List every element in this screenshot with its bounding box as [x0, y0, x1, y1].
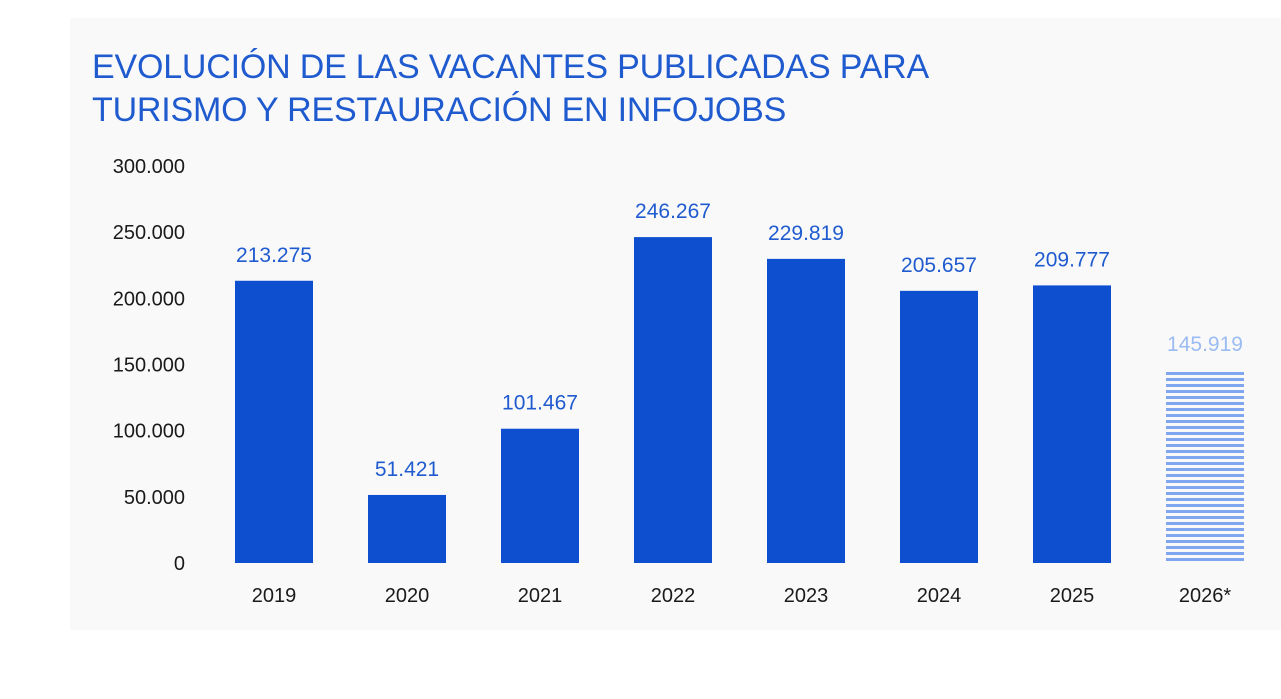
y-tick-label: 250.000	[113, 222, 185, 244]
x-tick-label: 2025	[1050, 585, 1095, 607]
y-tick-label: 50.000	[124, 487, 185, 509]
data-label: 229.819	[768, 222, 844, 245]
bar	[900, 290, 978, 563]
bar	[235, 280, 313, 563]
data-label: 145.919	[1167, 333, 1243, 356]
data-label: 101.467	[502, 392, 578, 415]
x-tick-label: 2021	[518, 585, 563, 607]
y-tick-label: 150.000	[113, 355, 185, 377]
y-tick-label: 100.000	[113, 421, 185, 443]
bar-forecast	[1166, 369, 1244, 563]
data-label: 51.421	[375, 458, 439, 481]
bar	[1033, 285, 1111, 563]
chart-title-line-2: TURISMO Y RESTAURACIÓN EN INFOJOBS	[92, 91, 787, 129]
bar	[634, 237, 712, 563]
y-tick-label: 300.000	[113, 156, 185, 178]
y-tick-label: 200.000	[113, 288, 185, 310]
y-tick-label: 0	[174, 553, 185, 575]
bar	[767, 258, 845, 563]
bar	[501, 428, 579, 563]
x-tick-label: 2019	[252, 585, 297, 607]
x-tick-label: 2026*	[1179, 585, 1231, 607]
data-label: 246.267	[635, 200, 711, 223]
data-label: 209.777	[1034, 248, 1110, 271]
x-tick-label: 2022	[651, 585, 696, 607]
chart-title: EVOLUCIÓN DE LAS VACANTES PUBLICADAS PAR…	[92, 46, 1092, 132]
x-tick-label: 2020	[385, 585, 430, 607]
data-label: 213.275	[236, 244, 312, 267]
chart-title-line-1: EVOLUCIÓN DE LAS VACANTES PUBLICADAS PAR…	[92, 48, 930, 86]
bar	[368, 494, 446, 563]
x-tick-label: 2024	[917, 585, 962, 607]
x-tick-label: 2023	[784, 585, 829, 607]
data-label: 205.657	[901, 254, 977, 277]
